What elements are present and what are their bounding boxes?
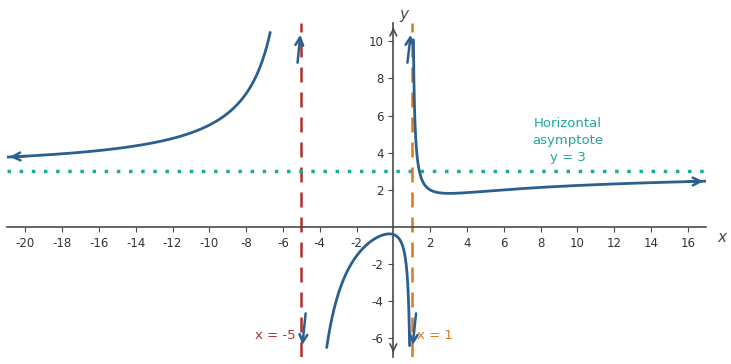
Text: x = 1: x = 1: [417, 329, 453, 342]
Text: x: x: [717, 230, 726, 245]
Text: y: y: [400, 7, 409, 22]
Text: Horizontal
asymptote
y = 3: Horizontal asymptote y = 3: [533, 117, 604, 164]
Text: x = -5: x = -5: [255, 329, 296, 342]
